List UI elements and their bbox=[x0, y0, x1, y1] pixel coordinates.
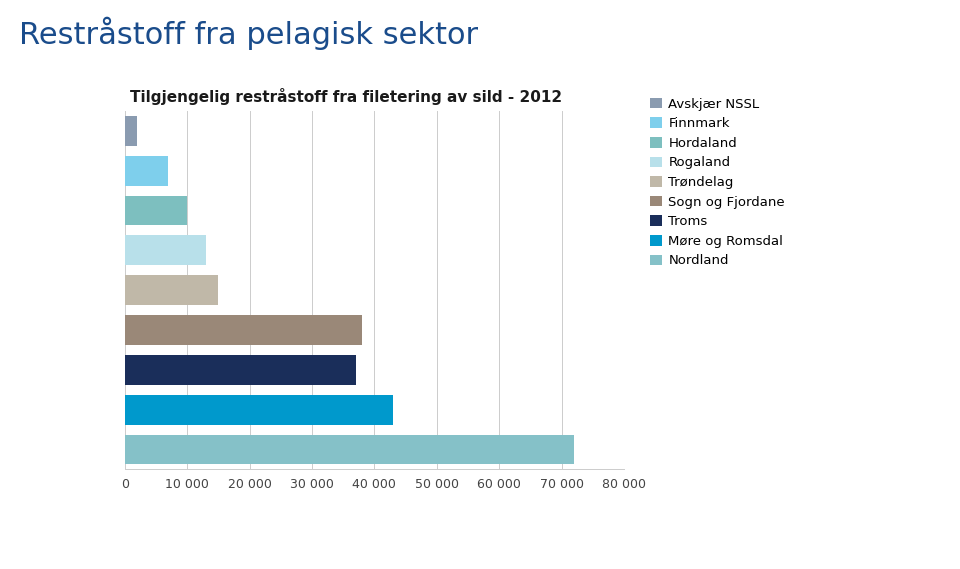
Bar bbox=[125, 315, 362, 345]
Bar bbox=[125, 236, 206, 265]
Bar bbox=[125, 275, 219, 305]
Bar bbox=[125, 435, 574, 464]
Text: Teknologi for et bedre samfunn: Teknologi for et bedre samfunn bbox=[653, 533, 922, 548]
Text: Tilgjengelig restråstoff fra filetering av sild - 2012: Tilgjengelig restråstoff fra filetering … bbox=[130, 88, 562, 105]
Text: 15: 15 bbox=[910, 533, 931, 548]
Bar bbox=[125, 156, 169, 185]
Bar bbox=[125, 116, 137, 146]
Text: Restråstoff fra pelagisk sektor: Restråstoff fra pelagisk sektor bbox=[19, 17, 478, 51]
Bar bbox=[125, 196, 187, 225]
Legend: Avskjær NSSL, Finnmark, Hordaland, Rogaland, Trøndelag, Sogn og Fjordane, Troms,: Avskjær NSSL, Finnmark, Hordaland, Rogal… bbox=[650, 98, 785, 267]
Bar bbox=[125, 395, 394, 424]
Bar bbox=[125, 355, 355, 385]
